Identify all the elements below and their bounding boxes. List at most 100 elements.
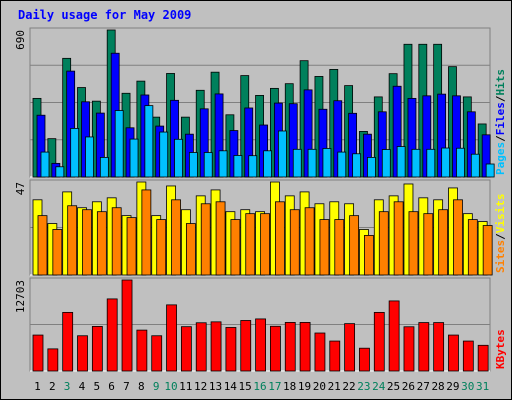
bar-pages [188, 152, 198, 178]
x-tick-label: 11 [179, 380, 192, 393]
bar-sites [230, 219, 241, 276]
bar-sites [126, 217, 137, 276]
bar-pages [55, 166, 65, 178]
bar-pages [99, 156, 109, 178]
bar-kbytes [166, 304, 177, 372]
bar-pages [278, 130, 287, 178]
bar-pages [218, 150, 228, 178]
x-tick-label: 29 [446, 380, 459, 393]
x-tick-label: 25 [387, 380, 400, 393]
bar-pages [85, 136, 94, 178]
bar-sites [482, 225, 493, 276]
x-tick-label: 30 [461, 380, 474, 393]
axis-max-label: 47 [14, 182, 27, 195]
bar-pages [396, 146, 406, 178]
x-tick-label: 14 [224, 380, 238, 393]
x-tick-label: 18 [283, 380, 296, 393]
visits-panel: 47 Sites/Visits [14, 179, 507, 276]
bar-kbytes [299, 322, 311, 372]
bar-pages [144, 105, 154, 178]
bar-pages [292, 148, 302, 178]
bar-kbytes [77, 335, 88, 372]
bar-sites [304, 207, 315, 276]
bar-pages [367, 156, 376, 178]
x-tick-label: 1 [34, 380, 41, 393]
x-tick-label: 15 [239, 380, 252, 393]
bar-kbytes [136, 329, 148, 372]
bar-pages [456, 147, 465, 178]
bar-pages [70, 128, 80, 178]
bar-sites [467, 219, 478, 276]
chart-title: Daily usage for May 2009 [18, 8, 191, 22]
bar-sites [438, 209, 449, 276]
bar-pages [159, 131, 169, 178]
bar-kbytes [151, 335, 163, 372]
bar-sites [141, 189, 152, 276]
bar-kbytes [106, 298, 118, 372]
bar-sites [408, 211, 419, 276]
bar-sites [111, 207, 122, 276]
x-tick-label: 27 [417, 380, 430, 393]
bar-pages [40, 151, 50, 178]
panel-legend: KBytes [494, 329, 507, 369]
legend-entry: Hits [494, 69, 507, 96]
bar-kbytes [388, 300, 400, 372]
bar-sites [364, 235, 374, 276]
bar-sites [378, 211, 389, 276]
bar-sites [156, 219, 167, 276]
bar-pages [307, 148, 317, 178]
x-tick-label: 17 [268, 380, 281, 393]
axis-max-label: 12703 [14, 280, 27, 313]
x-tick-label: 10 [164, 380, 177, 393]
x-tick-label: 28 [431, 380, 444, 393]
bar-sites [37, 215, 48, 276]
bar-kbytes [284, 322, 296, 372]
x-tick-label: 7 [123, 380, 130, 393]
bar-kbytes [32, 334, 44, 372]
bar-kbytes [433, 322, 445, 372]
bar-kbytes [329, 340, 341, 372]
bar-pages [485, 163, 495, 178]
bar-pages [426, 148, 436, 178]
bar-kbytes [477, 344, 489, 372]
bar-sites [319, 219, 330, 276]
legend-entry: Pages [494, 142, 507, 175]
bar-sites [67, 205, 78, 276]
bar-kbytes [403, 326, 415, 372]
bar-kbytes [255, 318, 266, 372]
bar-sites [334, 219, 345, 276]
bar-kbytes [210, 321, 222, 372]
bar-pages [203, 152, 213, 178]
legend-entry: Files [494, 102, 507, 135]
x-tick-label: 16 [253, 380, 266, 393]
bar-kbytes [121, 279, 133, 372]
legend-entry: KBytes [494, 329, 507, 369]
bar-kbytes [62, 311, 74, 372]
bar-pages [263, 150, 272, 178]
x-tick-label: 2 [49, 380, 56, 393]
bar-pages [248, 155, 258, 178]
legend-separator: / [494, 233, 507, 240]
bar-sites [200, 203, 211, 276]
bar-kbytes [448, 334, 459, 372]
bar-kbytes [314, 332, 326, 372]
bar-kbytes [47, 348, 59, 372]
legend-entry: Visits [494, 194, 507, 234]
bar-sites [82, 209, 92, 276]
x-tick-label: 20 [313, 380, 326, 393]
bar-kbytes [270, 325, 281, 372]
x-tick-label: 4 [79, 380, 86, 393]
bar-pages [470, 153, 480, 178]
x-tick-label: 8 [138, 380, 145, 393]
bar-sites [96, 211, 107, 276]
x-tick-label: 26 [402, 380, 415, 393]
bar-sites [52, 229, 63, 276]
x-tick-label: 3 [64, 380, 71, 393]
legend-entry: Sites [494, 240, 507, 273]
bar-kbytes [462, 340, 474, 372]
bar-kbytes [195, 322, 207, 372]
bar-pages [441, 147, 451, 178]
bar-kbytes [359, 347, 370, 372]
